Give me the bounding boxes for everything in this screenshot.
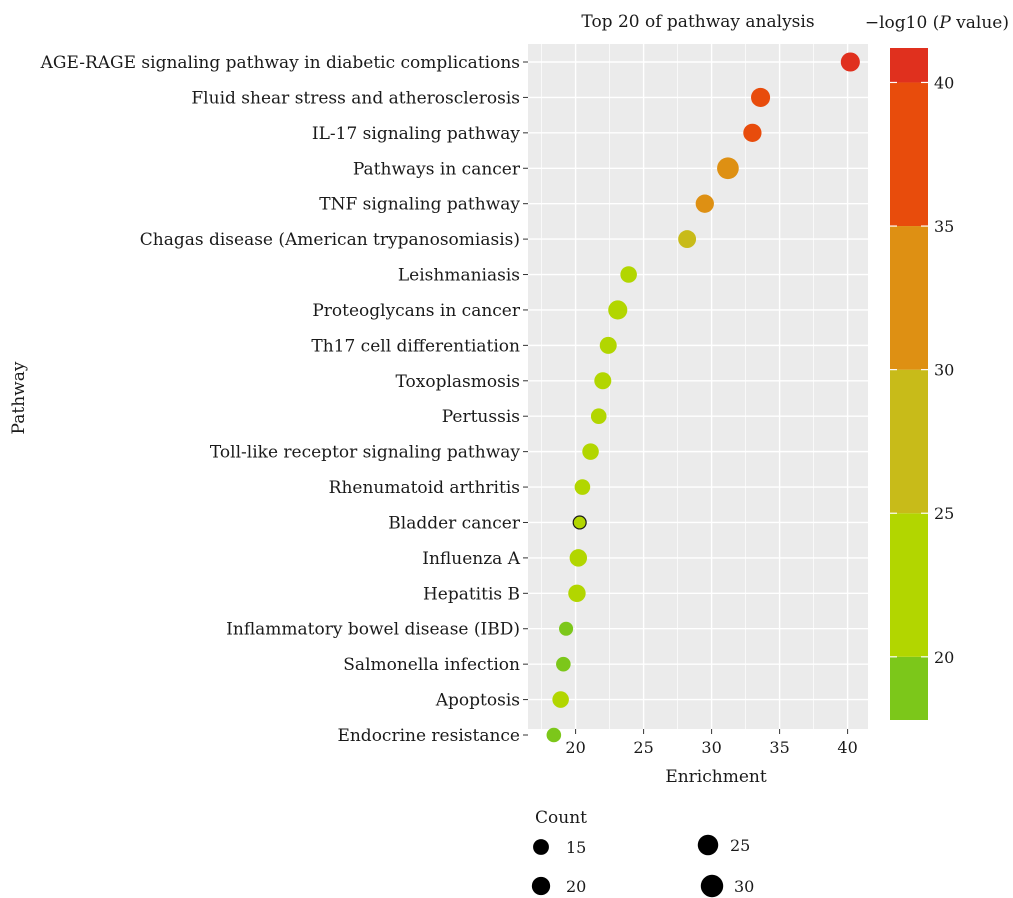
color-legend-bands [890,48,928,720]
pathway-label: Apoptosis [435,691,520,711]
pathway-point [840,52,860,72]
pathway-point [608,300,628,320]
data-points [546,52,860,743]
color-legend-label: 30 [934,361,954,380]
x-tick-label: 20 [565,738,585,757]
size-legend-label: 15 [566,838,586,857]
pathway-point [574,479,591,495]
pathway-label: Pathways in cancer [353,159,521,179]
y-axis-title: Pathway [9,361,29,434]
size-legend-dot [533,839,549,855]
size-legend-dot [531,876,551,896]
pathway-label: Toll-like receptor signaling pathway [210,443,520,463]
pathway-label: Influenza A [422,549,520,569]
x-tick-label: 25 [633,738,653,757]
pathway-point [751,87,771,107]
pathway-point [590,408,607,425]
plot-panel [528,44,868,729]
pathway-label: Pertussis [442,407,520,427]
pathway-point [546,727,562,743]
size-legend-label: 20 [566,877,586,896]
pathway-point [620,266,637,283]
x-axis-ticks: 20 25 30 35 40 [565,729,858,757]
pathway-label: Rhenumatoid arthritis [329,478,520,498]
color-legend-band [890,226,928,370]
size-legend: Count 15 20 25 30 [531,808,754,898]
pathway-point [695,194,714,213]
pathway-label: Hepatitis B [423,584,520,604]
pathway-label: Toxoplasmosis [396,372,521,392]
color-legend-band [890,82,928,227]
pathway-label: Inflammatory bowel disease (IBD) [226,620,520,640]
size-legend-dot [697,834,719,856]
y-axis-ticks: AGE-RAGE signaling pathway in diabetic c… [40,53,528,746]
pathway-point [552,691,569,708]
pathway-point [569,549,588,567]
color-legend: −log10 (P value) 20 25 30 35 40 [865,13,1009,720]
pathway-label: Th17 cell differentiation [311,336,520,356]
pathway-point [678,230,697,249]
pathway-point [717,157,739,180]
color-legend-ticks: 20 25 30 35 40 [890,73,954,667]
pathway-label: AGE-RAGE signaling pathway in diabetic c… [40,53,520,73]
color-legend-title: −log10 (P value) [865,13,1009,33]
x-tick-label: 30 [701,738,721,757]
color-legend-band [890,656,928,720]
x-tick-label: 40 [837,738,857,757]
pathway-label: Fluid shear stress and atherosclerosis [191,88,520,108]
grid-lines [528,44,868,736]
color-legend-label: 20 [934,648,954,667]
pathway-point [556,656,571,672]
size-legend-label: 25 [730,836,750,855]
pathway-point [599,336,617,354]
color-legend-label: 25 [934,504,954,523]
color-legend-band [890,369,928,514]
color-legend-label: 35 [934,217,954,236]
size-legend-title: Count [535,808,587,828]
size-legend-label: 30 [734,877,754,896]
pathway-point [594,372,612,390]
plot-title: Top 20 of pathway analysis [581,12,814,32]
color-legend-band [890,513,928,657]
x-axis-title: Enrichment [665,767,767,787]
color-legend-label: 40 [934,73,954,92]
pathway-label: Salmonella infection [343,655,520,675]
pathway-point [743,123,762,142]
color-legend-band [890,48,928,83]
pathway-point [559,621,574,636]
pathway-label: TNF signaling pathway [319,195,520,215]
pathway-point [582,443,599,460]
size-legend-dot [700,874,724,898]
pathway-point [568,584,586,603]
pathway-point [572,515,587,530]
pathway-label: Bladder cancer [388,513,521,533]
pathway-label: Endocrine resistance [337,726,520,746]
x-tick-label: 35 [769,738,789,757]
pathway-label: Leishmaniasis [398,266,520,286]
pathway-label: Proteoglycans in cancer [312,301,521,321]
size-legend-items: 15 20 25 30 [531,834,754,898]
pathway-label: IL-17 signaling pathway [312,124,521,144]
pathway-label: Chagas disease (American trypanosomiasis… [140,230,520,250]
